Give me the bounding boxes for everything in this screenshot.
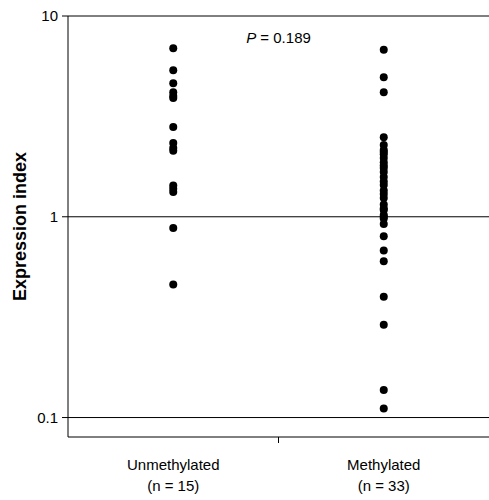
point	[380, 73, 388, 81]
point	[169, 66, 177, 74]
point	[380, 404, 388, 412]
point	[380, 220, 388, 228]
grid-line	[68, 16, 489, 17]
annotation: P = 0.189	[246, 29, 311, 46]
point	[169, 94, 177, 102]
point	[380, 257, 388, 265]
y-tick-label: 1	[50, 208, 58, 225]
x-tick	[278, 437, 279, 443]
point	[380, 246, 388, 254]
grid-line	[68, 216, 489, 217]
point	[380, 321, 388, 329]
y-axis-label: Expression index	[10, 152, 30, 301]
y-tick	[62, 417, 68, 418]
y-axis	[68, 16, 69, 437]
y-tick	[62, 16, 68, 17]
point	[380, 88, 388, 96]
point	[169, 123, 177, 131]
point	[380, 133, 388, 141]
point	[380, 46, 388, 54]
point	[380, 386, 388, 394]
y-tick	[62, 216, 68, 217]
point	[380, 232, 388, 240]
y-tick-label: 0.1	[37, 409, 58, 426]
point	[169, 280, 177, 288]
point	[169, 147, 177, 155]
points	[169, 44, 388, 412]
point	[169, 224, 177, 232]
point	[380, 293, 388, 301]
y-tick-label: 10	[41, 7, 58, 24]
x-tick-label: Methylated(n = 33)	[347, 456, 420, 494]
x-tick-label: Unmethylated(n = 15)	[127, 456, 220, 494]
grid-line	[68, 417, 489, 418]
point	[169, 44, 177, 52]
point	[169, 79, 177, 87]
point	[169, 188, 177, 196]
chart: 0.1 1 10 Unmethylated(n = 15) Methylated(n =…	[0, 0, 489, 500]
chart-svg: 0.1 1 10 Unmethylated(n = 15) Methylated(n =…	[0, 0, 489, 500]
